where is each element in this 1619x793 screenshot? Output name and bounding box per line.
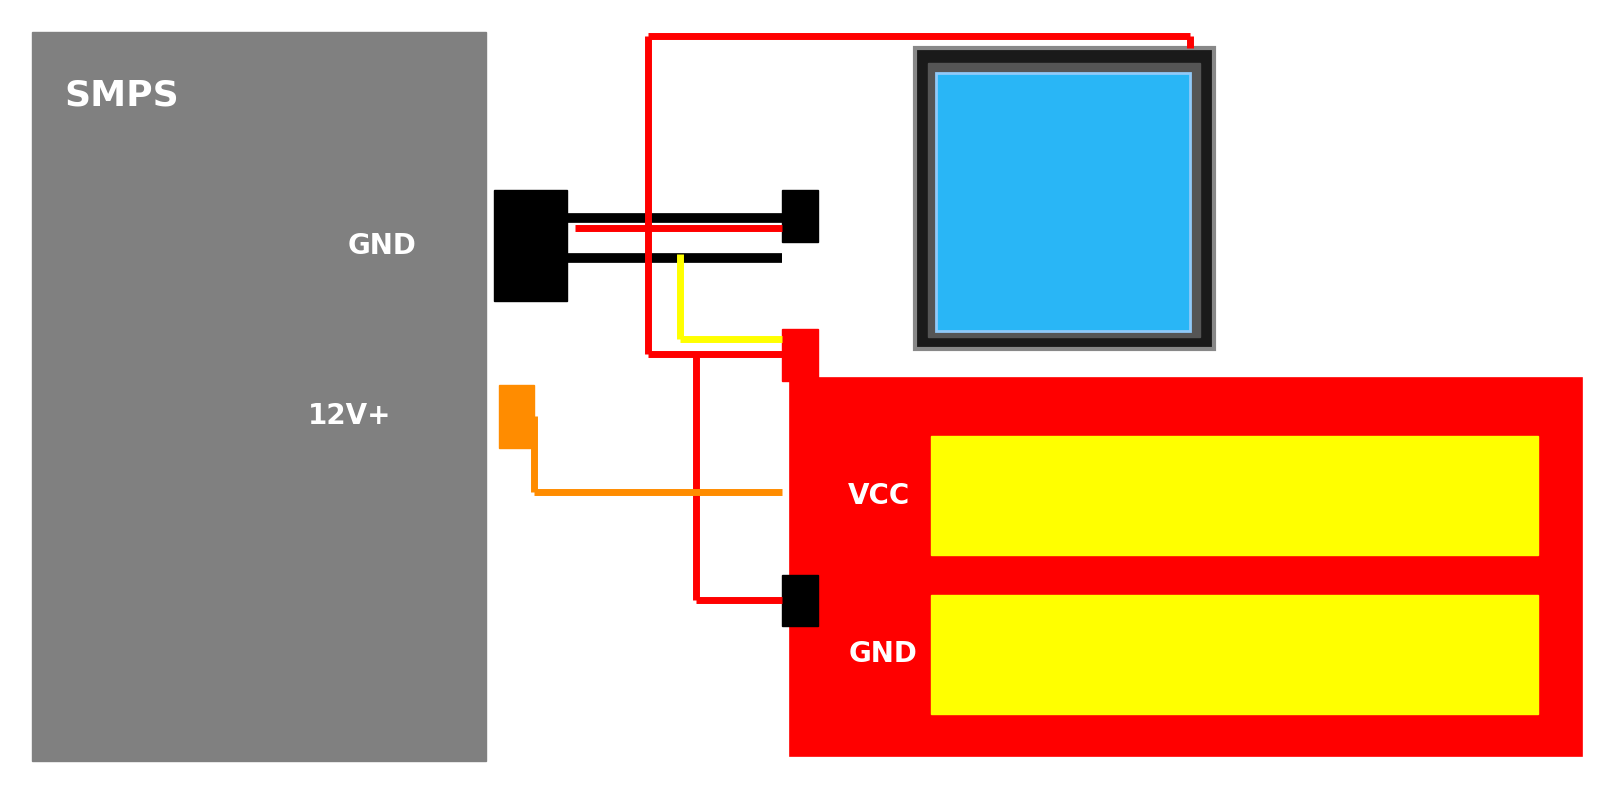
Bar xyxy=(936,73,1190,331)
Text: 1.23A: 1.23A xyxy=(1010,245,1117,278)
Bar xyxy=(928,63,1200,337)
Text: SMPS: SMPS xyxy=(65,79,180,112)
Bar xyxy=(782,329,818,381)
Bar xyxy=(915,48,1214,349)
Text: 12V+: 12V+ xyxy=(308,402,392,431)
Bar xyxy=(499,385,534,448)
Bar xyxy=(782,190,818,242)
Text: GND: GND xyxy=(848,640,918,668)
Text: VCC: VCC xyxy=(848,481,910,510)
Text: 12V: 12V xyxy=(1022,159,1106,197)
Bar xyxy=(782,575,818,626)
Bar xyxy=(494,190,567,301)
Bar xyxy=(931,595,1538,714)
Bar xyxy=(931,436,1538,555)
Bar xyxy=(32,32,486,761)
Text: GND: GND xyxy=(348,232,418,260)
Bar xyxy=(785,373,1587,761)
